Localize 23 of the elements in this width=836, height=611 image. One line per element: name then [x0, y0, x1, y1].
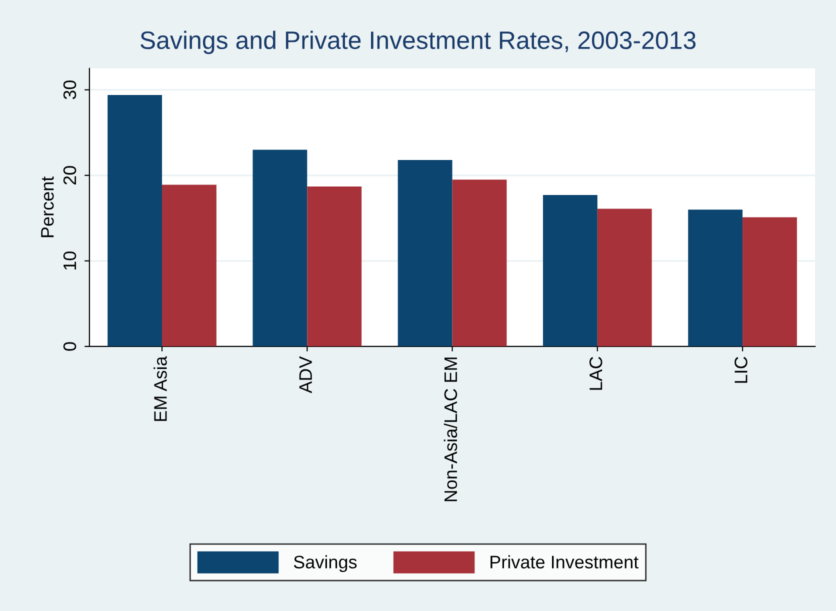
- y-tick-label: 0: [63, 342, 76, 351]
- bar: [307, 186, 362, 346]
- legend-label: Private Investment: [490, 555, 638, 568]
- bar: [597, 208, 652, 346]
- x-tick-label: Non-Asia/LAC EM: [444, 358, 458, 502]
- y-tick-label: 30: [63, 80, 76, 100]
- y-tick-label: 10: [63, 252, 76, 270]
- legend-label: Savings: [294, 555, 357, 572]
- bar: [742, 217, 797, 346]
- y-tick-label: 20: [63, 166, 76, 184]
- bar: [452, 180, 507, 346]
- x-tick-label: EM Asia: [154, 356, 167, 421]
- x-tick-label: ADV: [299, 356, 312, 394]
- bar: [252, 150, 308, 346]
- bar: [542, 195, 598, 346]
- y-axis-title: Percent: [41, 176, 54, 238]
- x-tick-label: LIC: [734, 356, 748, 383]
- bar: [398, 160, 452, 346]
- bar: [162, 184, 216, 346]
- bar: [108, 94, 162, 346]
- x-tick-label: LAC: [589, 356, 602, 390]
- chart-title: Savings and Private Investment Rates, 2003-2013: [140, 30, 696, 54]
- bar: [688, 210, 743, 346]
